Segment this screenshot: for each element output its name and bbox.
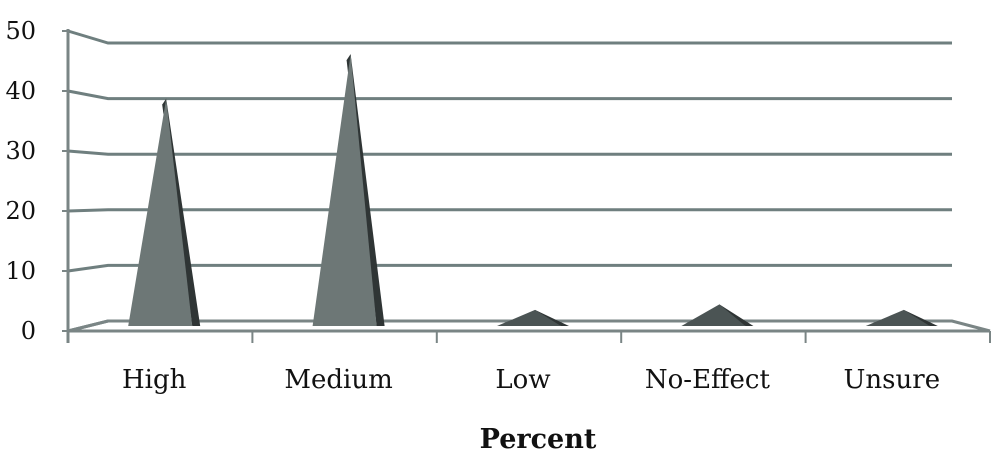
y-tick-label: 40 (5, 77, 36, 105)
y-tick-labels: 0 10 20 30 40 50 (5, 17, 36, 345)
x-tick-label: Unsure (844, 365, 941, 395)
pyramid-bar (497, 309, 569, 326)
gridline (67, 29, 952, 45)
x-tick-labels: High Medium Low No-Effect Unsure (122, 365, 940, 395)
y-tick-label: 0 (21, 317, 36, 345)
x-tick-label: No-Effect (645, 365, 771, 395)
pyramid-front-face (681, 304, 746, 326)
bars (128, 54, 938, 327)
x-tick-label: High (122, 365, 187, 395)
pyramid-bar (312, 54, 385, 327)
x-tick-label: Medium (284, 365, 392, 395)
y-tick-label: 50 (5, 17, 36, 45)
y-tick-label: 20 (5, 197, 36, 225)
x-tick-label: Low (495, 365, 550, 395)
pyramid-front-face (865, 309, 930, 326)
pyramid-front-face (312, 54, 377, 327)
gridline (67, 263, 952, 273)
y-tick-label: 10 (5, 257, 36, 285)
y-tick-label: 30 (5, 137, 36, 165)
axes (62, 29, 991, 343)
gridlines (67, 29, 952, 333)
gridline (67, 208, 952, 213)
pyramid-front-face (128, 98, 193, 326)
x-axis-title: Percent (480, 424, 597, 455)
gridline (67, 149, 952, 156)
pyramid-bar (681, 304, 754, 326)
pyramid-bar (128, 98, 201, 326)
pyramid-front-face (497, 309, 561, 326)
gridline (67, 89, 952, 101)
pyramid-bar (865, 309, 938, 326)
